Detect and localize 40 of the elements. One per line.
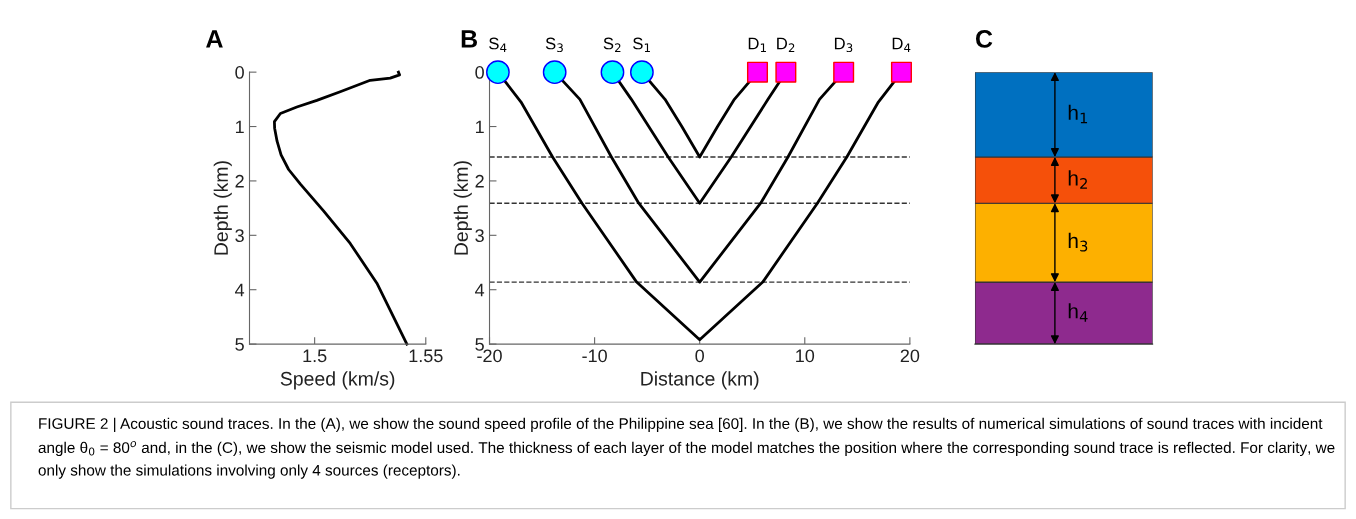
- x-axis-title: Distance (km): [641, 371, 759, 390]
- series-label: h$_{1}$: [1068, 104, 1088, 124]
- chart-title: A: [206, 30, 223, 48]
- y-tick-label: 0: [235, 66, 244, 79]
- y-tick-label: 2: [235, 174, 244, 188]
- y-tick-label: 3: [235, 229, 244, 243]
- annotation: D$_{3}$: [834, 37, 853, 53]
- annotation: S$_{1}$: [633, 37, 650, 52]
- y-axis-title: Depth (km): [453, 161, 472, 255]
- chart-title: B: [461, 30, 478, 48]
- y-tick-label: 4: [475, 283, 485, 297]
- series-label: h$_{4}$: [1068, 303, 1088, 322]
- annotation: S$_{2}$: [603, 37, 621, 52]
- annotation: S$_{4}$: [489, 37, 507, 52]
- x-tick-label: -10: [582, 349, 607, 363]
- y-axis-title: Depth (km): [213, 161, 232, 255]
- y-tick-label: 5: [475, 338, 484, 351]
- caption: FIGURE 2 | Acoustic sound traces. In the (A), we show the sound speed profile of the Philippine sea [60]. In the (B), we show the results of numerical simulations of sound traces with incident angle θ$_{0}$ = 80$^{o}$ and, in the (C), we show the seismic model used. The thickness of each layer of the model matches the position where the corresponding sound trace is reflected. For clarity, we only show the simulations involving only 4 sources (receptors).: [38, 417, 1335, 479]
- x-tick-label: 1.55: [409, 349, 443, 363]
- annotation: D$_{4}$: [892, 37, 911, 52]
- y-tick-label: 2: [475, 174, 484, 188]
- annotation: D$_{1}$: [748, 37, 766, 52]
- x-tick-label: -20: [477, 349, 502, 363]
- chart-title: C: [975, 30, 993, 48]
- y-tick-label: 1: [475, 120, 484, 134]
- y-tick-label: 4: [235, 283, 245, 297]
- annotation: S$_{3}$: [545, 37, 563, 53]
- x-tick-label: 10: [796, 349, 815, 363]
- series-label: h$_{2}$: [1068, 170, 1087, 189]
- y-tick-label: 5: [235, 338, 244, 351]
- series-label: h$_{3}$: [1068, 232, 1088, 252]
- annotation: D$_{2}$: [777, 37, 795, 52]
- x-tick-label: 0: [695, 349, 705, 363]
- x-tick-label: 20: [900, 349, 920, 363]
- x-tick-label: 1.5: [303, 349, 327, 363]
- y-tick-label: 1: [235, 120, 244, 134]
- line-series: [273, 70, 409, 346]
- y-tick-label: 0: [475, 66, 484, 79]
- x-axis-title: Speed (km/s): [280, 371, 395, 390]
- y-tick-label: 3: [475, 229, 484, 243]
